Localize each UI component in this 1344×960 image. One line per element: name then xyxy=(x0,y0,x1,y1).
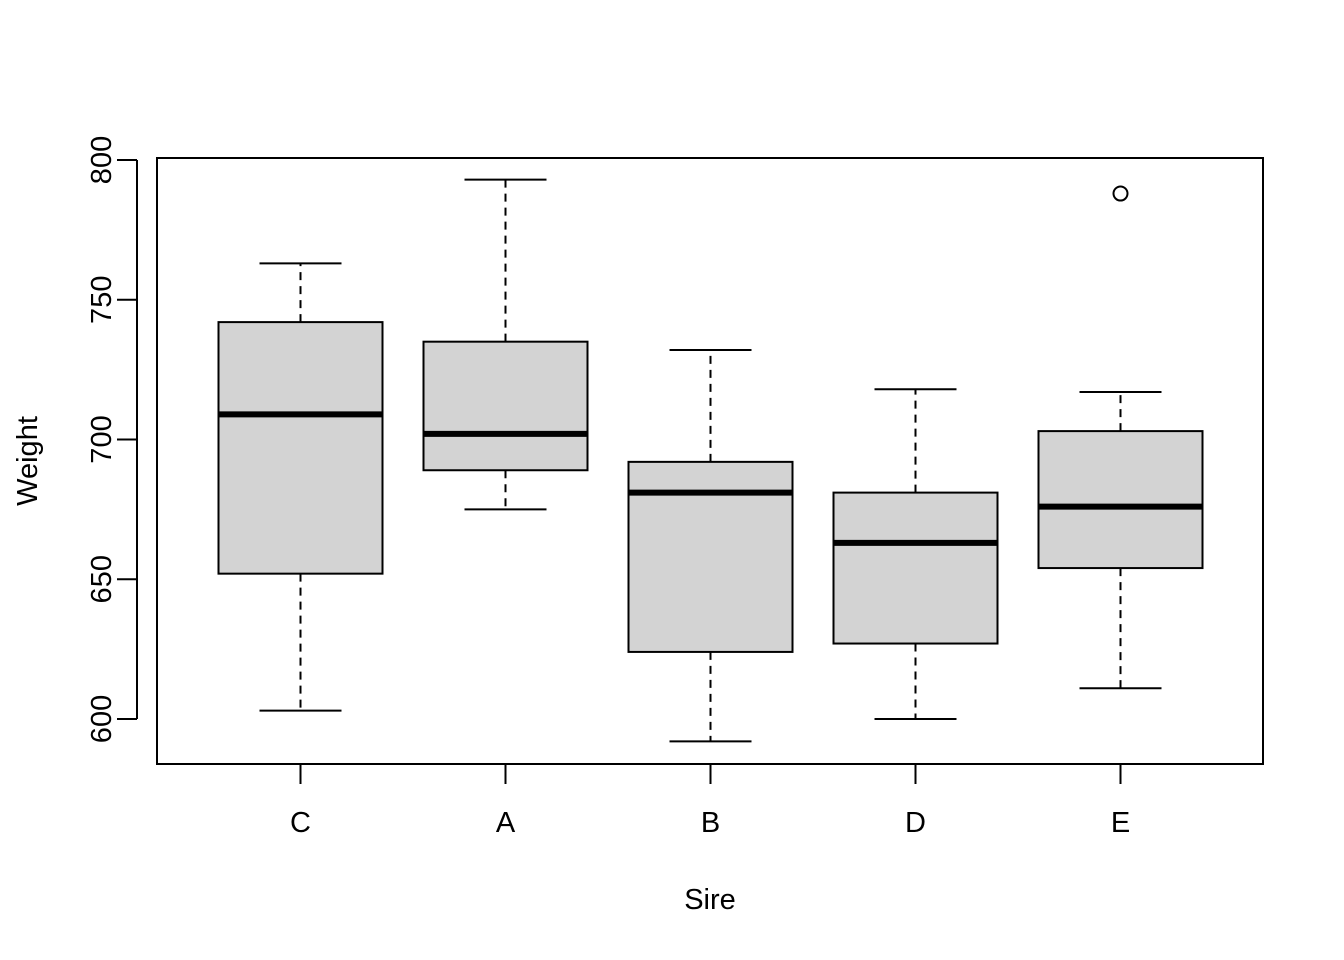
y-tick-label: 750 xyxy=(86,276,118,324)
box-D xyxy=(832,388,999,720)
y-axis-title: Weight xyxy=(12,416,44,506)
box-iqr xyxy=(217,321,384,575)
box-A xyxy=(422,178,589,511)
x-tick-label: B xyxy=(701,807,720,839)
y-tick-label: 650 xyxy=(86,555,118,603)
x-tick-label: C xyxy=(290,807,311,839)
x-axis-title: Sire xyxy=(684,884,736,916)
boxes-layer xyxy=(217,178,1204,743)
box-E xyxy=(1037,185,1204,690)
box-iqr xyxy=(832,491,999,645)
outlier-point xyxy=(1112,185,1129,202)
box-B xyxy=(627,349,794,743)
box-iqr xyxy=(422,340,589,472)
x-tick-label: E xyxy=(1111,807,1130,839)
x-tick-label: A xyxy=(496,807,516,839)
x-tick-label: D xyxy=(905,807,926,839)
y-tick-label: 700 xyxy=(86,415,118,463)
y-axis: 600 650 700 750 800 xyxy=(86,136,138,743)
y-tick-label: 600 xyxy=(86,695,118,743)
box-iqr xyxy=(1037,430,1204,570)
y-tick-label: 800 xyxy=(86,136,118,184)
box-C xyxy=(217,262,384,712)
